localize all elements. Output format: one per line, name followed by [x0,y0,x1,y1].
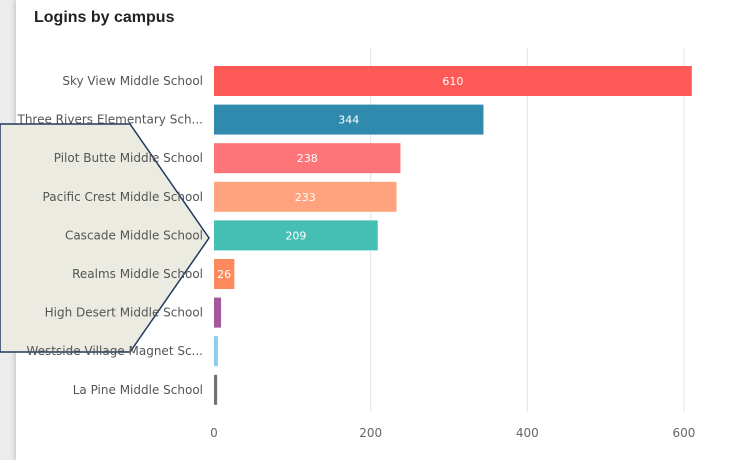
bar-6[interactable] [214,259,235,289]
data-label: 26 [217,268,231,281]
data-label: 344 [338,114,359,127]
category-label: Westside Village Magnet Sc... [26,344,203,358]
bar-1[interactable] [214,66,692,96]
category-label: Pilot Butte Middle School [54,151,203,165]
category-label: Pacific Crest Middle School [43,190,203,204]
data-label: 238 [297,152,318,165]
data-label: 233 [295,191,316,204]
data-label: 610 [442,75,463,88]
x-tick-label: 400 [516,426,539,440]
bar-4[interactable] [214,181,397,212]
category-label: La Pine Middle School [73,383,203,397]
chart-title: Logins by campus [34,9,175,26]
bar-5[interactable] [214,220,378,251]
bar-9[interactable] [214,374,218,405]
category-label: High Desert Middle School [45,306,203,320]
x-tick-label: 0 [210,426,218,440]
bar-2[interactable] [214,104,484,135]
data-label: 209 [285,229,306,242]
category-label: Cascade Middle School [65,228,203,242]
category-label: Realms Middle School [72,267,203,281]
x-tick-label: 600 [673,426,696,440]
category-label: Sky View Middle School [62,74,203,88]
bar-8[interactable] [214,336,218,367]
x-tick-label: 200 [359,426,382,440]
bar-7[interactable] [214,297,222,328]
bar-3[interactable] [214,143,401,174]
category-label: Three Rivers Elementary Sch... [17,113,204,127]
